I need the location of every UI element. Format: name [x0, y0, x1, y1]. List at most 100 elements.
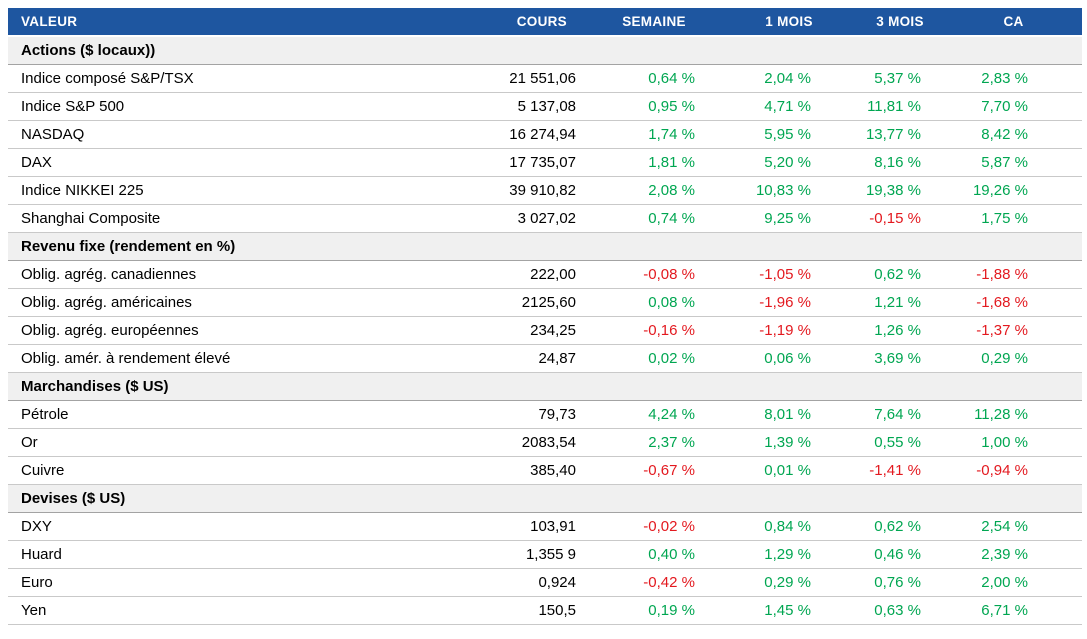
percent-value: -1,88 %	[967, 260, 1082, 289]
column-header-1mois: 1 MOIS	[745, 8, 855, 37]
percent-value: 13,77 %	[855, 120, 967, 149]
percent-value: 0,62 %	[855, 512, 967, 541]
table-row: Oblig. agrég. européennes 234,25 -0,16 % -1…	[8, 316, 1082, 345]
percent-value: 9,25 %	[745, 204, 855, 233]
price-value: 103,91	[433, 512, 585, 541]
table-row: Or 2083,54 2,37 % 1,39 % 0,55 % 1,00 %	[8, 428, 1082, 457]
instrument-name: DXY	[8, 512, 433, 541]
percent-value: 0,76 %	[855, 568, 967, 597]
section-title: Revenu fixe (rendement en %)	[8, 231, 1082, 261]
percent-value: 1,26 %	[855, 316, 967, 345]
percent-value: 19,26 %	[967, 176, 1082, 205]
price-value: 0,924	[433, 568, 585, 597]
column-header-valeur: VALEUR	[8, 8, 433, 37]
percent-value: 0,74 %	[585, 204, 745, 233]
percent-value: 2,37 %	[585, 428, 745, 457]
price-value: 16 274,94	[433, 120, 585, 149]
price-value: 21 551,06	[433, 64, 585, 93]
table-row: Shanghai Composite 3 027,02 0,74 % 9,25 % -0…	[8, 204, 1082, 233]
instrument-name: Shanghai Composite	[8, 204, 433, 233]
percent-value: 8,42 %	[967, 120, 1082, 149]
price-value: 222,00	[433, 260, 585, 289]
percent-value: 0,63 %	[855, 596, 967, 625]
column-header-cours: COURS	[433, 8, 585, 37]
percent-value: 0,64 %	[585, 64, 745, 93]
price-value: 150,5	[433, 596, 585, 625]
page: VALEUR COURS SEMAINE 1 MOIS 3 MOIS CA Ac…	[8, 8, 1082, 625]
percent-value: 0,06 %	[745, 344, 855, 373]
percent-value: 1,74 %	[585, 120, 745, 149]
table-row: Yen 150,5 0,19 % 1,45 % 0,63 % 6,71 %	[8, 596, 1082, 625]
table-row: Indice composé S&P/TSX 21 551,06 0,64 % 2,0…	[8, 64, 1082, 93]
percent-value: 2,83 %	[967, 64, 1082, 93]
percent-value: 1,29 %	[745, 540, 855, 569]
percent-value: 1,21 %	[855, 288, 967, 317]
header-row: VALEUR COURS SEMAINE 1 MOIS 3 MOIS CA	[8, 8, 1082, 37]
percent-value: 0,29 %	[745, 568, 855, 597]
instrument-name: Indice composé S&P/TSX	[8, 64, 433, 93]
percent-value: 0,62 %	[855, 260, 967, 289]
instrument-name: Indice S&P 500	[8, 92, 433, 121]
percent-value: 4,71 %	[745, 92, 855, 121]
table-row: Oblig. amér. à rendement élevé 24,87 0,02 …	[8, 344, 1082, 373]
percent-value: 2,54 %	[967, 512, 1082, 541]
percent-value: 5,95 %	[745, 120, 855, 149]
percent-value: 7,64 %	[855, 400, 967, 429]
table-row: Pétrole 79,73 4,24 % 8,01 % 7,64 % 11,28 %	[8, 400, 1082, 429]
instrument-name: Oblig. amér. à rendement élevé	[8, 344, 433, 373]
percent-value: 1,00 %	[967, 428, 1082, 457]
percent-value: 8,01 %	[745, 400, 855, 429]
price-value: 79,73	[433, 400, 585, 429]
percent-value: -1,05 %	[745, 260, 855, 289]
percent-value: -1,37 %	[967, 316, 1082, 345]
percent-value: 6,71 %	[967, 596, 1082, 625]
section-title: Marchandises ($ US)	[8, 371, 1082, 401]
percent-value: 5,87 %	[967, 148, 1082, 177]
section-row: Devises ($ US)	[8, 483, 1082, 513]
percent-value: 0,84 %	[745, 512, 855, 541]
percent-value: -0,08 %	[585, 260, 745, 289]
instrument-name: Cuivre	[8, 456, 433, 485]
percent-value: -0,16 %	[585, 316, 745, 345]
percent-value: 0,40 %	[585, 540, 745, 569]
price-value: 24,87	[433, 344, 585, 373]
percent-value: 0,02 %	[585, 344, 745, 373]
percent-value: 3,69 %	[855, 344, 967, 373]
percent-value: 10,83 %	[745, 176, 855, 205]
percent-value: 7,70 %	[967, 92, 1082, 121]
market-table: VALEUR COURS SEMAINE 1 MOIS 3 MOIS CA Ac…	[8, 8, 1082, 625]
instrument-name: Euro	[8, 568, 433, 597]
percent-value: 2,08 %	[585, 176, 745, 205]
section-title: Actions ($ locaux))	[8, 35, 1082, 65]
percent-value: 4,24 %	[585, 400, 745, 429]
percent-value: 2,00 %	[967, 568, 1082, 597]
table-header: VALEUR COURS SEMAINE 1 MOIS 3 MOIS CA	[8, 8, 1082, 37]
section-title: Devises ($ US)	[8, 483, 1082, 513]
percent-value: 1,75 %	[967, 204, 1082, 233]
percent-value: 0,01 %	[745, 456, 855, 485]
instrument-name: Oblig. agrég. européennes	[8, 316, 433, 345]
column-header-ca: CA	[967, 8, 1082, 37]
price-value: 3 027,02	[433, 204, 585, 233]
percent-value: 1,45 %	[745, 596, 855, 625]
price-value: 385,40	[433, 456, 585, 485]
percent-value: -1,96 %	[745, 288, 855, 317]
percent-value: -1,68 %	[967, 288, 1082, 317]
table-row: Indice NIKKEI 225 39 910,82 2,08 % 10,83 % 1…	[8, 176, 1082, 205]
section-row: Revenu fixe (rendement en %)	[8, 231, 1082, 261]
instrument-name: Huard	[8, 540, 433, 569]
percent-value: 0,46 %	[855, 540, 967, 569]
instrument-name: Yen	[8, 596, 433, 625]
instrument-name: Pétrole	[8, 400, 433, 429]
table-row: Cuivre 385,40 -0,67 % 0,01 % -1,41 % -0,94 %	[8, 456, 1082, 485]
percent-value: 0,29 %	[967, 344, 1082, 373]
percent-value: 0,95 %	[585, 92, 745, 121]
instrument-name: Oblig. agrég. canadiennes	[8, 260, 433, 289]
table-row: Oblig. agrég. canadiennes 222,00 -0,08 % -1…	[8, 260, 1082, 289]
table-row: Indice S&P 500 5 137,08 0,95 % 4,71 % 11,81 …	[8, 92, 1082, 121]
instrument-name: Indice NIKKEI 225	[8, 176, 433, 205]
table-row: NASDAQ 16 274,94 1,74 % 5,95 % 13,77 % 8,42 %	[8, 120, 1082, 149]
table-row: Huard 1,355 9 0,40 % 1,29 % 0,46 % 2,39 %	[8, 540, 1082, 569]
price-value: 5 137,08	[433, 92, 585, 121]
column-header-semaine: SEMAINE	[585, 8, 745, 37]
